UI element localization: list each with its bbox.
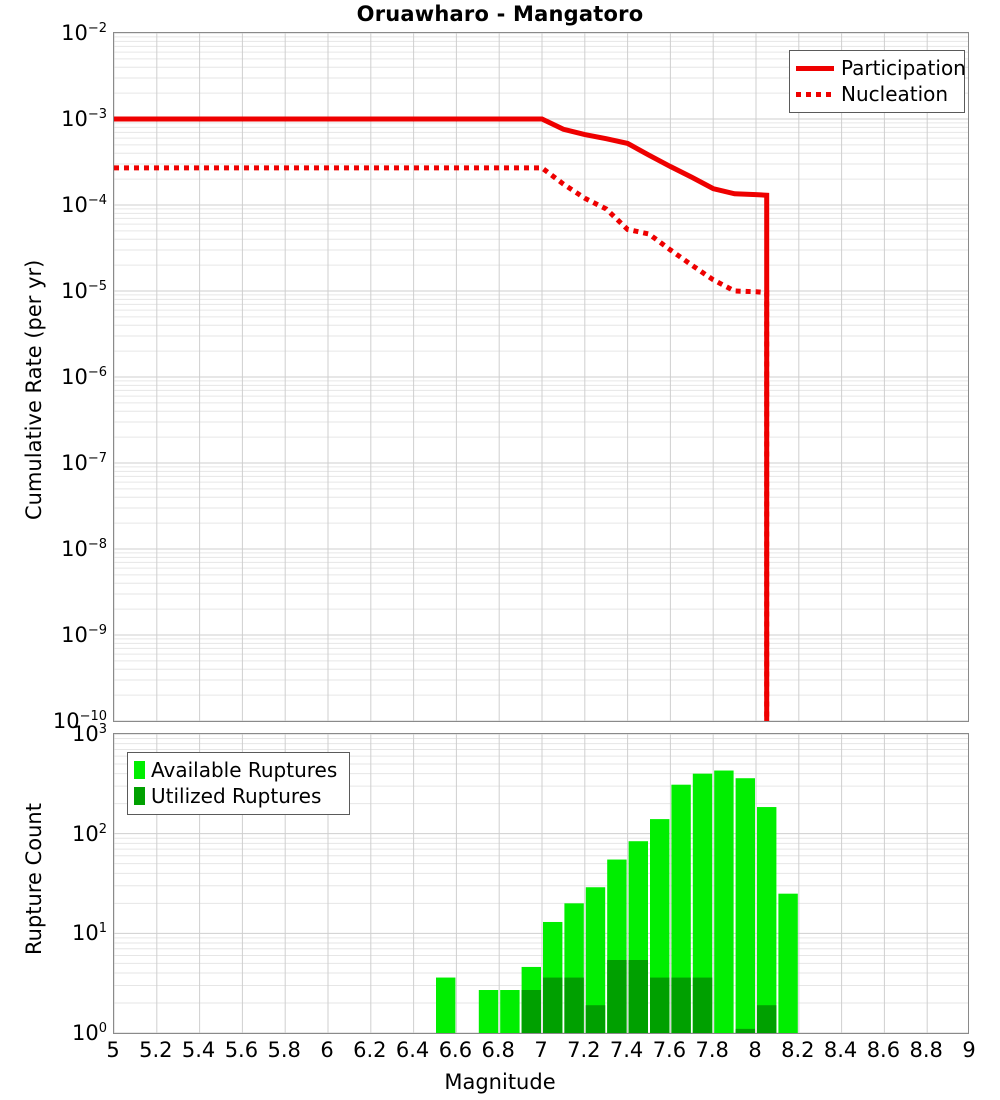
magnitude-tick: 8.2 (781, 1038, 815, 1062)
magnitude-tick: 8.8 (909, 1038, 943, 1062)
legend-item-label: Available Ruptures (151, 758, 338, 782)
magnitude-tick: 9 (962, 1038, 976, 1062)
magnitude-tick: 7.4 (609, 1038, 644, 1062)
magnitude-tick: 7 (534, 1038, 548, 1062)
legend-item[interactable]: Participation (796, 55, 966, 81)
magnitude-tick: 6.8 (481, 1038, 515, 1062)
rate-y-tick: 10−10 (52, 709, 107, 733)
magnitude-tick: 6.2 (353, 1038, 387, 1062)
magnitude-tick: 7.6 (652, 1038, 687, 1062)
rate-y-tick: 10−6 (61, 365, 107, 389)
color-swatch-icon (134, 787, 145, 805)
magnitude-tick: 6.6 (438, 1038, 473, 1062)
rupture-y-tick: 100 (71, 1021, 107, 1045)
magnitude-tick: 7.8 (695, 1038, 729, 1062)
page-title: Oruawharo - Mangatoro (356, 2, 644, 26)
magnitude-tick: 5.8 (267, 1038, 301, 1062)
rupture-y-axis-title: Rupture Count (22, 803, 46, 955)
rate-y-tick: 10−3 (61, 107, 107, 131)
rupture-y-tick: 102 (71, 821, 107, 846)
color-swatch-icon (134, 761, 145, 779)
solid-line-icon (796, 65, 834, 71)
rupture-y-tick: 101 (71, 921, 107, 946)
legend-item-label: Utilized Ruptures (151, 784, 322, 808)
dotted-line-icon (796, 91, 834, 97)
magnitude-tick: 7.2 (567, 1038, 601, 1062)
magnitude-tick: 5.2 (139, 1038, 173, 1062)
x-axis-title: Magnitude (444, 1070, 556, 1094)
magnitude-tick: 8.4 (823, 1038, 858, 1062)
rate-y-tick-labels: 10−2 10−3 10−4 10−5 10−6 10−7 10−8 10−9 10−10 (0, 0, 107, 1100)
legend-item[interactable]: Available Ruptures (134, 757, 342, 783)
magnitude-tick: 8 (748, 1038, 762, 1062)
rate-plot-area (114, 33, 968, 721)
rupture-plot-svg (114, 734, 968, 1033)
legend-item-label: Nucleation (841, 82, 949, 106)
legend-item[interactable]: Utilized Ruptures (134, 783, 342, 809)
rupture-y-tick-labels: 103 102 101 100 (0, 0, 107, 1100)
rate-y-tick: 10−8 (61, 537, 107, 561)
rupture-plot-area (114, 734, 968, 1033)
rate-y-tick: 10−2 (61, 21, 107, 45)
legend-item-label: Participation (841, 56, 966, 80)
rate-plot-svg (114, 33, 968, 721)
magnitude-tick: 6.4 (395, 1038, 430, 1062)
magnitude-tick: 6 (320, 1038, 334, 1062)
rupture-legend: Available Ruptures Utilized Ruptures (127, 752, 350, 815)
rupture-y-tick: 103 (71, 722, 107, 746)
rate-y-tick: 10−4 (61, 193, 107, 217)
rate-y-tick: 10−5 (61, 279, 107, 303)
magnitude-tick: 8.6 (866, 1038, 901, 1062)
magnitude-tick: 5.4 (181, 1038, 216, 1062)
rate-y-tick: 10−7 (61, 451, 107, 475)
magnitude-tick-labels: 5 5.2 5.4 5.6 5.8 6 6.2 6.4 6.6 6.8 7 7.2 7.4 7.6 7.8 8… (0, 1038, 1000, 1068)
magnitude-tick: 5 (106, 1038, 120, 1062)
rate-chart-panel (113, 32, 969, 722)
magnitude-tick: 5.6 (224, 1038, 259, 1062)
rate-y-tick: 10−9 (61, 623, 107, 647)
legend-item[interactable]: Nucleation (796, 81, 957, 107)
rate-legend: Participation Nucleation (789, 50, 966, 113)
